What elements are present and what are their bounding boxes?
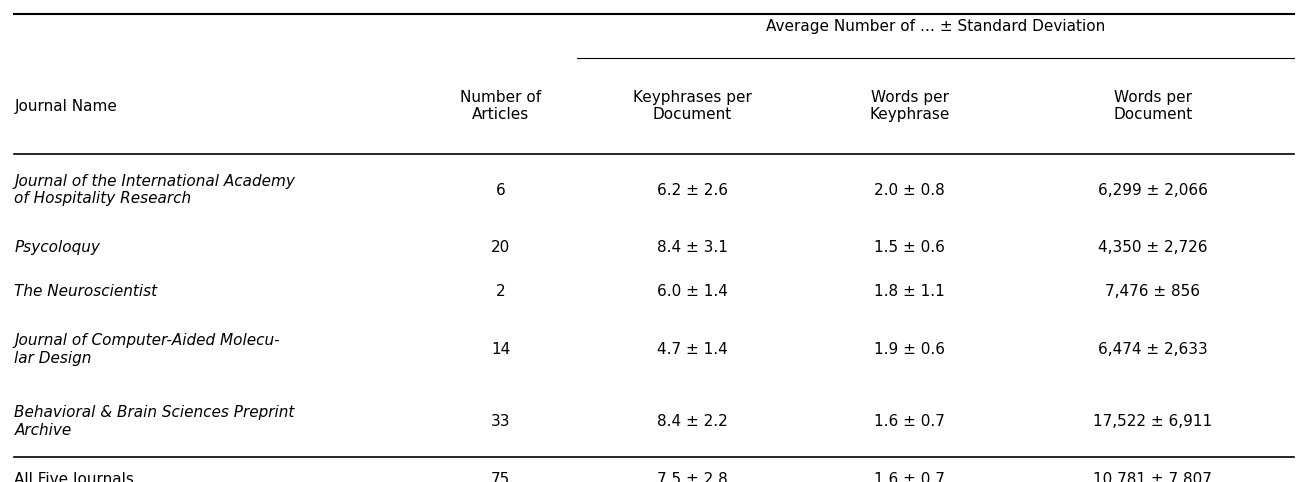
Text: Journal of Computer-Aided Molecu-
lar Design: Journal of Computer-Aided Molecu- lar De… xyxy=(14,333,280,366)
Text: Number of
Articles: Number of Articles xyxy=(460,90,542,122)
Text: 10,781 ± 7,807: 10,781 ± 7,807 xyxy=(1093,472,1213,482)
Text: Journal Name: Journal Name xyxy=(14,99,118,114)
Text: Journal of the International Academy
of Hospitality Research: Journal of the International Academy of … xyxy=(14,174,296,206)
Text: Words per
Document: Words per Document xyxy=(1113,90,1193,122)
Text: 33: 33 xyxy=(490,414,510,429)
Text: 8.4 ± 2.2: 8.4 ± 2.2 xyxy=(657,414,727,429)
Text: Behavioral & Brain Sciences Preprint
Archive: Behavioral & Brain Sciences Preprint Arc… xyxy=(14,405,294,438)
Text: 2.0 ± 0.8: 2.0 ± 0.8 xyxy=(875,183,946,198)
Text: Psycoloquy: Psycoloquy xyxy=(14,241,101,255)
Text: 4,350 ± 2,726: 4,350 ± 2,726 xyxy=(1099,241,1207,255)
Text: All Five Journals: All Five Journals xyxy=(14,472,135,482)
Text: 4.7 ± 1.4: 4.7 ± 1.4 xyxy=(657,342,727,357)
Text: 7.5 ± 2.8: 7.5 ± 2.8 xyxy=(657,472,727,482)
Text: 1.5 ± 0.6: 1.5 ± 0.6 xyxy=(874,241,946,255)
Text: 6,299 ± 2,066: 6,299 ± 2,066 xyxy=(1097,183,1207,198)
Text: 6.0 ± 1.4: 6.0 ± 1.4 xyxy=(657,284,727,299)
Text: 20: 20 xyxy=(490,241,510,255)
Text: 1.6 ± 0.7: 1.6 ± 0.7 xyxy=(874,472,946,482)
Text: 1.8 ± 1.1: 1.8 ± 1.1 xyxy=(875,284,946,299)
Text: Words per
Keyphrase: Words per Keyphrase xyxy=(870,90,950,122)
Text: The Neuroscientist: The Neuroscientist xyxy=(14,284,157,299)
Text: 6.2 ± 2.6: 6.2 ± 2.6 xyxy=(657,183,727,198)
Text: 6: 6 xyxy=(496,183,505,198)
Text: 17,522 ± 6,911: 17,522 ± 6,911 xyxy=(1093,414,1213,429)
Text: 1.6 ± 0.7: 1.6 ± 0.7 xyxy=(874,414,946,429)
Text: Average Number of … ± Standard Deviation: Average Number of … ± Standard Deviation xyxy=(765,19,1105,34)
Text: 14: 14 xyxy=(490,342,510,357)
Text: 2: 2 xyxy=(496,284,505,299)
Text: 75: 75 xyxy=(490,472,510,482)
Text: Keyphrases per
Document: Keyphrases per Document xyxy=(633,90,752,122)
Text: 8.4 ± 3.1: 8.4 ± 3.1 xyxy=(657,241,727,255)
Text: 7,476 ± 856: 7,476 ± 856 xyxy=(1105,284,1201,299)
Text: 1.9 ± 0.6: 1.9 ± 0.6 xyxy=(874,342,946,357)
Text: 6,474 ± 2,633: 6,474 ± 2,633 xyxy=(1097,342,1207,357)
